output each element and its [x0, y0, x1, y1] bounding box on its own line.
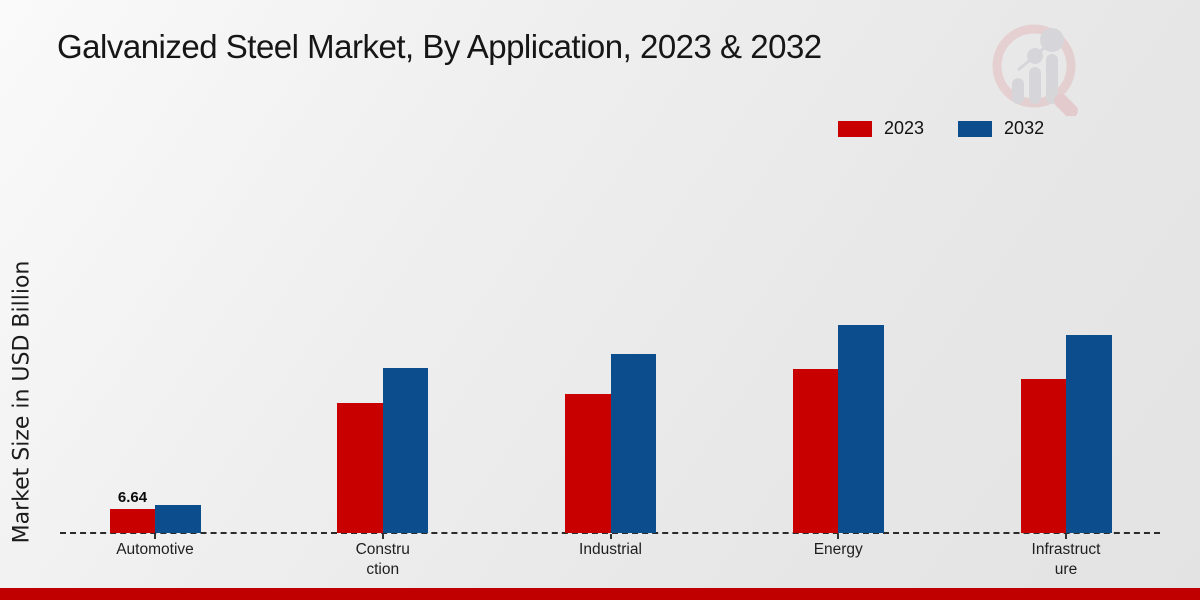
x-axis-baseline	[60, 532, 1160, 534]
x-axis-label-industrial: Industrial	[579, 541, 642, 558]
x-axis-label-energy: Energy	[813, 541, 863, 558]
bottom-brand-strip	[0, 588, 1200, 600]
legend-label-2023: 2023	[884, 118, 925, 138]
bar-2032-energy	[838, 325, 884, 533]
bar-2023-energy	[792, 369, 839, 533]
x-axis-tick	[381, 534, 384, 539]
bar-2032-industrial	[610, 354, 656, 533]
x-axis-tick	[154, 534, 156, 539]
bar-2032-automotive	[155, 505, 201, 533]
bar-2023-automotive	[109, 509, 155, 533]
magnifier-bar-chart-icon	[992, 24, 1078, 118]
legend-item-2023: 2023	[838, 118, 924, 139]
legend-swatch-2032	[958, 120, 993, 137]
x-axis-label-infrastructure: Infrastruct ure	[1031, 541, 1101, 578]
bar-2032-infrastructure	[1066, 335, 1112, 533]
chart-title: Galvanized Steel Market, By Application,…	[57, 28, 822, 65]
bar-value-label: 6.64	[117, 489, 148, 507]
y-axis-label: Market Size in USD Billion	[9, 260, 35, 544]
brand-watermark	[988, 20, 1080, 121]
x-axis-tick	[609, 534, 612, 539]
bar-2023-industrial	[565, 394, 611, 533]
bar-2032-construction	[382, 368, 429, 533]
x-axis-label-automotive: Automotive	[116, 541, 194, 558]
legend-item-2032: 2032	[958, 118, 1044, 139]
x-axis-label-construction: Constru ction	[355, 541, 410, 578]
legend: 2023 2032	[838, 118, 1044, 139]
legend-label-2032: 2032	[1004, 118, 1045, 138]
bar-2023-infrastructure	[1020, 379, 1066, 533]
legend-swatch-2023	[838, 120, 872, 137]
bar-2023-construction	[337, 403, 383, 533]
x-axis-tick	[1065, 534, 1067, 539]
x-axis-tick	[837, 534, 840, 539]
